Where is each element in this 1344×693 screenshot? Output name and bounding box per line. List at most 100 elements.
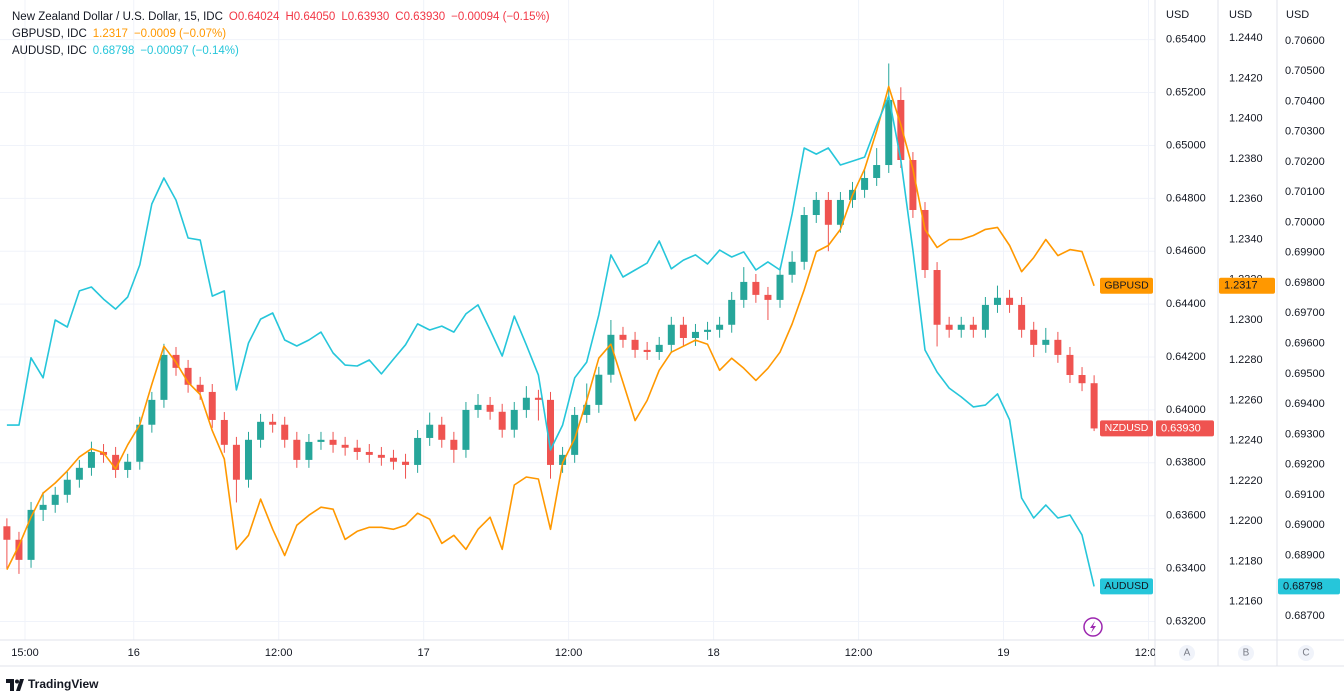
change: −0.00097 (−0.14%): [140, 45, 239, 57]
ohlc: L0.63930: [341, 11, 389, 23]
scale-button[interactable]: [1298, 645, 1314, 661]
candle-body: [184, 367, 192, 385]
y-tick-label: 1.2240: [1229, 435, 1263, 447]
candle-body: [824, 199, 832, 225]
series-name-box: [1100, 277, 1153, 294]
series-line: [6, 95, 1095, 587]
logo-icon[interactable]: [15, 679, 19, 684]
y-tick-label: 0.63400: [1166, 563, 1206, 575]
candle-body: [257, 421, 265, 440]
candle-body: [764, 294, 772, 300]
candle-body: [15, 539, 23, 560]
candle-body: [486, 404, 494, 412]
candle-body: [281, 424, 289, 440]
y-tick-label: 0.64600: [1166, 245, 1206, 257]
scale-id[interactable]: C: [1302, 648, 1309, 659]
alert-icon[interactable]: [1083, 617, 1103, 637]
candle-body: [341, 444, 349, 448]
series-name: AUDUSD: [1104, 580, 1149, 592]
candle-body: [607, 334, 615, 375]
scale-id[interactable]: A: [1184, 648, 1191, 659]
candle-body: [244, 439, 252, 480]
last-value-label: 1.2317: [1224, 280, 1258, 292]
candle-body: [196, 384, 204, 392]
labels: 0.63200 0.63400 0.63600 0.63800 0.64000 0.642…: [1100, 32, 1340, 627]
logo-icon[interactable]: [6, 679, 24, 691]
axis-unit: USD: [1286, 9, 1309, 21]
candle-body: [220, 419, 228, 445]
candle-body: [51, 494, 59, 505]
candle-body: [836, 199, 844, 225]
y-tick-label: 1.2340: [1229, 233, 1263, 245]
candle-body: [305, 441, 313, 460]
candle-body: [353, 447, 361, 452]
last-value-label: 0.63930: [1161, 422, 1201, 434]
series-name: NZDUSD: [1105, 422, 1149, 434]
y-tick-label: 0.65200: [1166, 86, 1206, 98]
legend-line: AUDUSD, IDC 0.68798 −0.00097 (−0.14%): [12, 45, 239, 57]
y-tick-label: 0.68700: [1285, 610, 1325, 622]
y-tick-label: 0.63800: [1166, 457, 1206, 469]
candle-body: [112, 454, 120, 470]
last-value: 1.2317: [93, 28, 128, 40]
y-tick-label: 0.69900: [1285, 247, 1325, 259]
candle-body: [1078, 375, 1086, 384]
legend-line: New Zealand Dollar / U.S. Dollar, 15, ID…: [12, 11, 550, 23]
y-tick-label: 0.69000: [1285, 519, 1325, 531]
candle-body: [909, 160, 917, 210]
scale-button[interactable]: [1179, 645, 1195, 661]
x-tick-label: 12:00: [555, 647, 583, 659]
y-tick-label: 0.64000: [1166, 404, 1206, 416]
candle-body: [776, 274, 784, 300]
y-tick-label: 0.65000: [1166, 139, 1206, 151]
y-tick-label: 1.2420: [1229, 72, 1263, 84]
candle-body: [679, 324, 687, 338]
scale-button[interactable]: [1238, 645, 1254, 661]
y-tick-label: 0.69700: [1285, 307, 1325, 319]
y-tick-label: 0.68900: [1285, 549, 1325, 561]
series-name-box: [1100, 420, 1153, 437]
scale-id[interactable]: B: [1243, 648, 1250, 659]
brand[interactable]: TradingView: [28, 677, 99, 691]
candle-body: [510, 409, 518, 430]
candle-body: [1066, 354, 1074, 376]
alert-bolt[interactable]: [1090, 621, 1096, 633]
candle-body: [1054, 339, 1062, 355]
candle-body: [27, 509, 35, 560]
candle-body: [3, 526, 11, 540]
candle-body: [1006, 297, 1014, 305]
candle-body: [450, 439, 458, 450]
candle-body: [812, 199, 820, 216]
y-tick-label: 0.69400: [1285, 398, 1325, 410]
axes: USD USD USD A B C: [0, 0, 1344, 667]
candle-body: [740, 281, 748, 300]
candle-body: [704, 329, 712, 332]
ohlc: C0.63930: [395, 11, 445, 23]
logo[interactable]: TradingView: [6, 677, 99, 691]
candle-body: [148, 399, 156, 425]
x-tick-label: 15:00: [11, 647, 39, 659]
candle-body: [969, 324, 977, 330]
candle-body: [861, 177, 869, 190]
candle-body: [232, 444, 240, 480]
candle-body: [438, 424, 446, 440]
y-tick-label: 0.70100: [1285, 186, 1325, 198]
last-value-label: 0.68798: [1283, 580, 1323, 592]
candle-body: [716, 324, 724, 330]
candle-body: [474, 404, 482, 410]
candle-body: [945, 324, 953, 330]
series-name: GBPUSD: [1104, 280, 1149, 292]
y-tick-label: 0.64200: [1166, 351, 1206, 363]
y-tick-label: 0.63200: [1166, 615, 1206, 627]
candle-body: [402, 461, 410, 465]
candle-body: [800, 215, 808, 262]
candle-body: [39, 504, 47, 510]
candle-body: [136, 424, 144, 462]
candle-body: [885, 99, 893, 166]
candle-body: [317, 439, 325, 442]
candle-body: [534, 397, 542, 400]
candle-body: [873, 165, 881, 178]
axis-unit: USD: [1166, 9, 1189, 21]
candle-body: [1090, 383, 1098, 429]
